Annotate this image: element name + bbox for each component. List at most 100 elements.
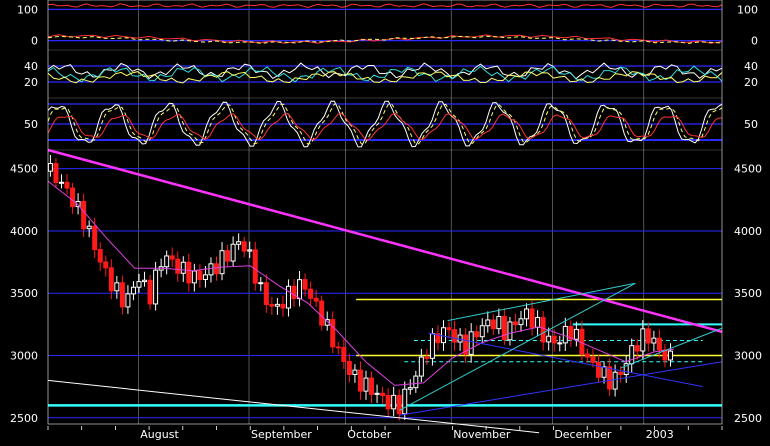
candle-body [474,331,480,338]
x-axis-label: December [554,428,612,441]
candle-body [391,394,397,410]
candle-body [180,261,186,274]
candle-body [308,288,314,299]
candle-body [601,366,607,378]
indicator-tick-left: 0 [31,35,38,48]
indicator-tick-left: 50 [24,118,38,131]
stoch-line-red [47,112,723,141]
candle-body [584,353,590,358]
stoch-line-yellow [47,103,723,145]
indicator-tick-right: 20 [744,76,758,89]
candle-body [573,328,579,340]
plot-frame [47,0,723,425]
level-lines-layer [48,298,722,407]
indicator-layer [47,3,723,148]
candle-body [468,331,474,355]
candle-body [529,308,535,328]
candle-body [546,335,552,343]
x-axis-label: October [347,428,391,441]
candle-body [236,241,242,245]
trend-line [447,282,636,322]
candle-body [518,318,524,326]
price-tick-right: 4000 [734,225,762,238]
candle-body [479,325,485,338]
candle-body [247,249,253,252]
candle-body [285,285,291,309]
candle-body [551,335,557,344]
candle-body [186,261,192,284]
price-tick-right: 2500 [734,412,762,425]
candle-body [629,345,635,365]
candle-body [108,267,114,292]
candle-body [58,181,64,184]
candle-body [463,334,469,355]
indicator-tick-left: 100 [17,3,38,16]
candle-body [263,282,269,306]
x-axis-label: 2003 [646,428,674,441]
indicator-tick-left: 20 [24,76,38,89]
candle-body [169,255,175,260]
candle-body [369,377,375,395]
candle-body [130,286,136,295]
candle-body [374,392,380,395]
trend-line [620,327,723,369]
indicator-line-cyan [47,65,723,83]
candle-body [501,316,507,341]
candle-body [114,282,120,292]
candle-body [241,241,247,252]
candle-body [490,319,496,330]
candle-body [269,304,275,307]
candle-body [47,163,53,172]
candle-body [97,249,103,263]
candles-layer [47,154,673,421]
candle-body [612,371,618,390]
candle-body [446,327,452,331]
indicator-tick-left: 40 [24,60,38,73]
candle-body [147,279,153,305]
indicator-tick-right: 100 [737,3,758,16]
candle-body [64,181,70,189]
candle-body [540,317,546,343]
candle-body [396,394,402,415]
x-axis-label: September [251,428,312,441]
candle-body [651,337,657,344]
candle-body [452,329,458,343]
candle-body [297,279,303,300]
candle-body [418,356,424,377]
candle-body [623,363,629,375]
candle-body [214,263,219,275]
price-tick-left: 2500 [10,412,38,425]
candle-body [53,163,59,184]
candle-body [656,337,662,351]
candle-body [402,388,408,415]
indicator-line-red-top [47,3,723,9]
price-tick-left: 4500 [10,163,38,176]
candle-body [335,346,341,349]
trend-line [428,332,703,388]
price-tick-left: 3000 [10,350,38,363]
indicator-line-yellow [47,71,723,84]
price-tick-right: 3000 [734,350,762,363]
candle-body [324,319,330,326]
candle-body [440,327,446,344]
candle-body [496,316,502,330]
price-tick-right: 3500 [734,287,762,300]
candle-body [153,269,159,305]
trend-line [399,282,636,411]
candle-body [258,282,264,285]
candle-body [252,249,258,284]
candle-body [291,285,297,300]
candle-body [618,371,624,375]
candle-body [352,369,358,376]
candle-body [125,293,131,308]
trend-line [47,148,723,334]
candle-body [485,319,491,327]
candle-body [535,317,541,328]
candle-body [645,328,651,344]
candle-body [640,328,646,352]
candle-body [424,356,430,359]
indicator-tick-right: 50 [744,118,758,131]
price-tick-left: 3500 [10,287,38,300]
